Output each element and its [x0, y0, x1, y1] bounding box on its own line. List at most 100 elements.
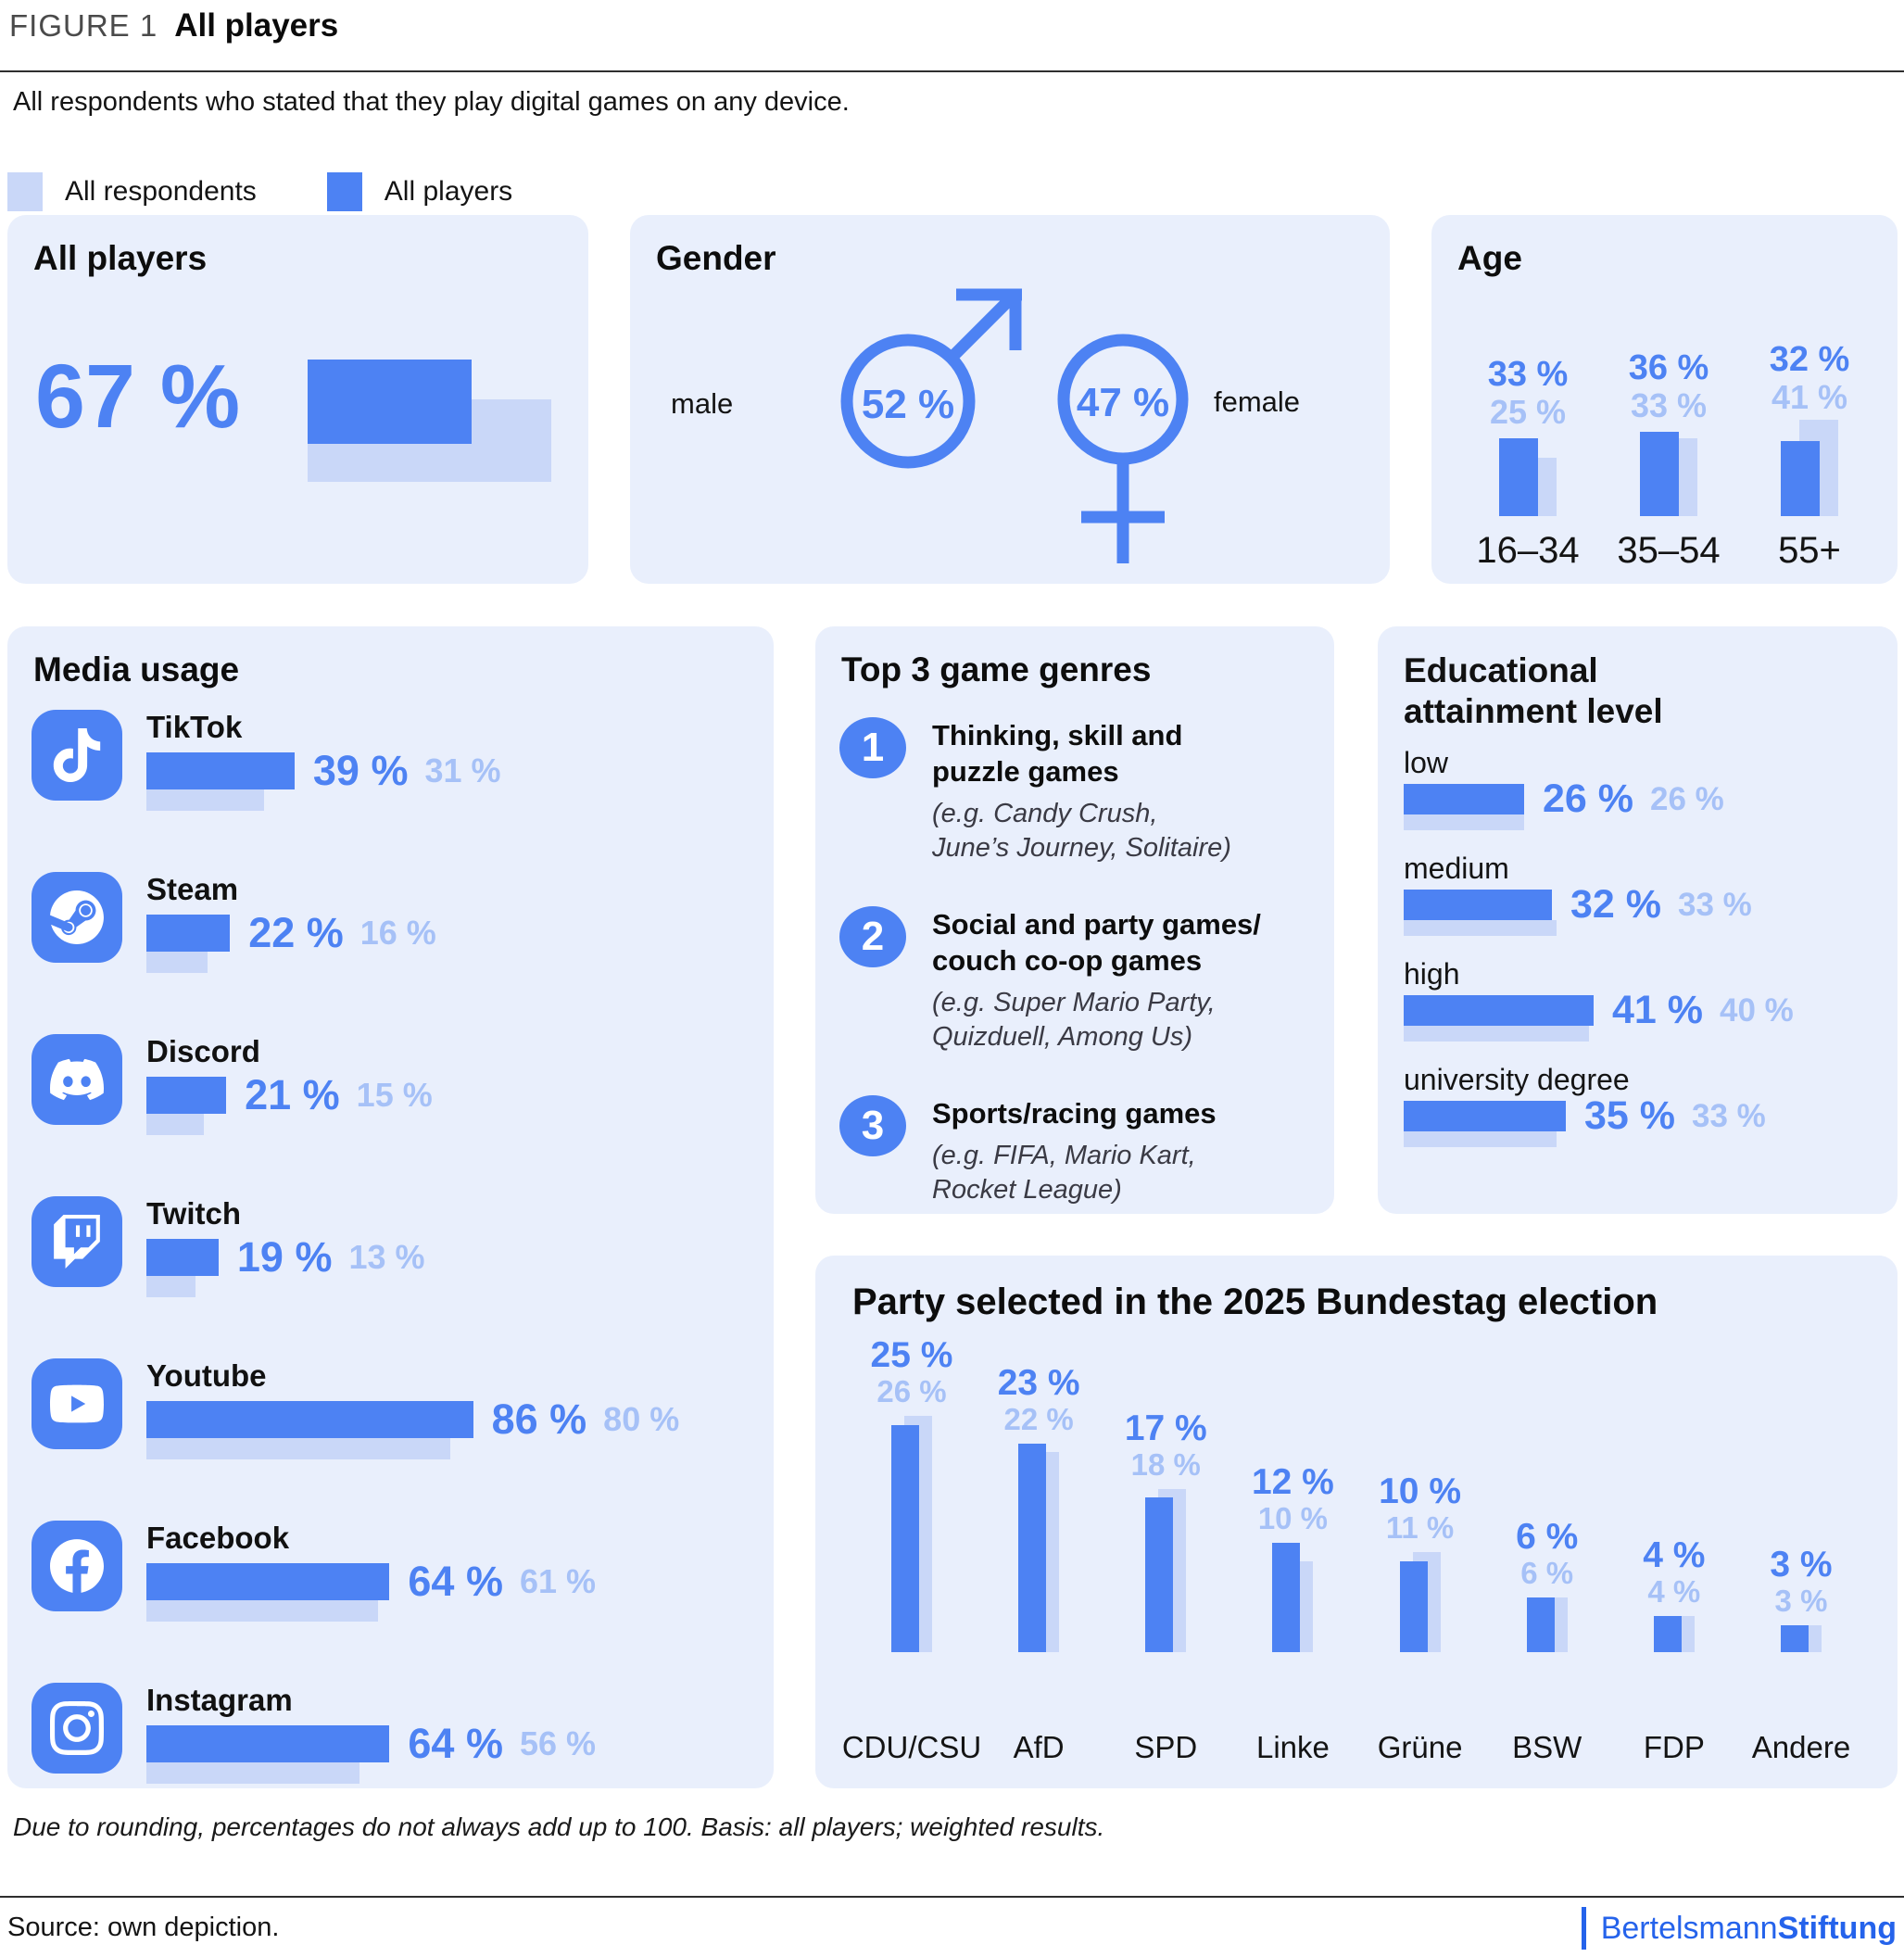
age-group: 33 % 25 % [1457, 340, 1598, 516]
players-value: 26 % [1543, 776, 1634, 821]
players-bar [1404, 995, 1594, 1026]
party-label: Andere [1751, 1730, 1851, 1764]
players-value: 86 % [491, 1395, 587, 1443]
logo-part-1: Bertelsmann [1600, 1910, 1778, 1946]
respondents-bar [1404, 814, 1524, 830]
genre-example-line: Rocket League) [932, 1175, 1122, 1205]
respondents-value: 80 % [603, 1400, 680, 1438]
respondents-value: 13 % [348, 1238, 425, 1276]
players-value: 3 % [1770, 1544, 1833, 1585]
legend-players-label: All players [384, 176, 513, 207]
players-bar [146, 1401, 473, 1438]
respondents-value: 56 % [519, 1724, 597, 1762]
media-usage-list: TikTok 39 % 31 % Steam [7, 689, 774, 1784]
players-value: 17 % [1124, 1408, 1207, 1448]
players-bar [308, 360, 472, 444]
genre-title-line: couch co-op games [932, 944, 1203, 977]
media-item-label: Twitch [146, 1196, 242, 1231]
party-panel: Party selected in the 2025 Bundestag ele… [815, 1256, 1898, 1788]
genre-item: 3 Sports/racing games (e.g. FIFA, Mario … [839, 1095, 1334, 1207]
respondents-value: 16 % [359, 914, 436, 952]
discord-icon [32, 1034, 122, 1125]
party-group-cducsu: 25 % 26 % CDU/CSU [842, 1274, 981, 1764]
respondents-value: 26 % [876, 1374, 947, 1409]
players-bar [1780, 1624, 1809, 1652]
age-axis-label: 55+ [1778, 530, 1841, 571]
legend-respondents-label: All respondents [65, 176, 257, 207]
players-value: 33 % [1487, 355, 1569, 395]
players-bar [891, 1425, 919, 1652]
respondents-value: 15 % [356, 1076, 433, 1114]
male-label: male [671, 387, 734, 420]
figure-subtitle: All respondents who stated that they pla… [13, 87, 850, 117]
players-value: 12 % [1251, 1462, 1334, 1503]
education-row-label: high [1404, 957, 1460, 991]
age-panel: Age 33 % 25 % 36 % 33 % 32 % 41 [1431, 215, 1898, 584]
education-panel: Educational attainment level low 26 % 26… [1378, 626, 1898, 1214]
players-bar [146, 1563, 390, 1600]
players-bar [146, 752, 295, 789]
players-value: 32 % [1769, 340, 1850, 379]
age-axis-label: 16–34 [1476, 530, 1580, 571]
facebook-icon [32, 1521, 122, 1611]
respondents-value: 33 % [1692, 1097, 1766, 1134]
respondents-value: 33 % [1678, 886, 1752, 923]
education-row: low 26 % 26 % [1404, 745, 1898, 830]
respondents-bar [1404, 1131, 1557, 1147]
players-bar [1272, 1543, 1301, 1652]
age-group: 32 % 41 % [1739, 340, 1880, 516]
party-label: Linke [1255, 1730, 1330, 1764]
media-row-tiktok: TikTok 39 % 31 % [32, 710, 774, 811]
genre-example-line: Quizduell, Among Us) [932, 1022, 1192, 1052]
respondents-bar [1404, 920, 1557, 936]
media-item-label: Steam [146, 872, 239, 906]
party-group-fdp: 4 % 4 % FDP [1611, 1274, 1737, 1764]
twitch-icon [32, 1196, 122, 1287]
legend: All respondents All players [7, 172, 512, 211]
party-group-afd: 23 % 22 % AfD [976, 1274, 1102, 1764]
players-bar [1404, 1101, 1566, 1131]
age-title: Age [1457, 239, 1522, 277]
header-divider [0, 70, 1904, 72]
gender-title: Gender [656, 239, 776, 277]
education-row-label: low [1404, 746, 1449, 779]
party-title: Party selected in the 2025 Bundestag ele… [852, 1282, 1658, 1322]
respondents-value: 61 % [519, 1562, 597, 1600]
respondents-bar [1404, 1026, 1589, 1042]
age-axis-label: 35–54 [1617, 530, 1721, 571]
players-bar [1018, 1443, 1047, 1652]
players-value: 64 % [408, 1720, 503, 1767]
players-value: 64 % [408, 1558, 503, 1605]
party-label: AfD [1013, 1730, 1065, 1764]
genre-title-line: Social and party games/ [932, 908, 1261, 941]
players-value: 10 % [1379, 1471, 1462, 1512]
genres-panel: Top 3 game genres 1 Thinking, skill and … [815, 626, 1334, 1214]
all-players-value: 67 % [35, 346, 241, 447]
education-row: medium 32 % 33 % [1404, 851, 1898, 936]
players-bar [146, 1725, 390, 1762]
players-bar [1640, 431, 1679, 516]
respondents-value: 11 % [1385, 1510, 1455, 1546]
players-value: 41 % [1612, 988, 1704, 1032]
all-players-title: All players [33, 239, 208, 277]
genre-example-line: June’s Journey, Solitaire) [932, 833, 1231, 863]
party-group-linke: 12 % 10 % Linke [1229, 1274, 1355, 1764]
players-bar [1781, 440, 1820, 516]
footnote: Due to rounding, percentages do not alwa… [13, 1812, 1105, 1841]
genre-item: 1 Thinking, skill and puzzle games (e.g.… [839, 717, 1334, 865]
players-value: 32 % [1570, 882, 1662, 927]
party-group-andere: 3 % 3 % Andere [1738, 1274, 1864, 1764]
media-row-twitch: Twitch 19 % 13 % [32, 1196, 774, 1297]
media-row-facebook: Facebook 64 % 61 % [32, 1521, 774, 1622]
players-bar [146, 915, 231, 952]
players-value: 23 % [997, 1362, 1080, 1403]
all-players-panel: All players 67 % [7, 215, 588, 584]
respondents-bar [146, 1600, 379, 1622]
players-bar [146, 1239, 219, 1276]
players-bar [1499, 438, 1538, 516]
respondents-value: 10 % [1257, 1501, 1329, 1536]
legend-respondents-swatch [7, 172, 43, 211]
media-row-youtube: Youtube 86 % 80 % [32, 1358, 774, 1459]
figure-label: FIGURE 1 [9, 8, 158, 43]
